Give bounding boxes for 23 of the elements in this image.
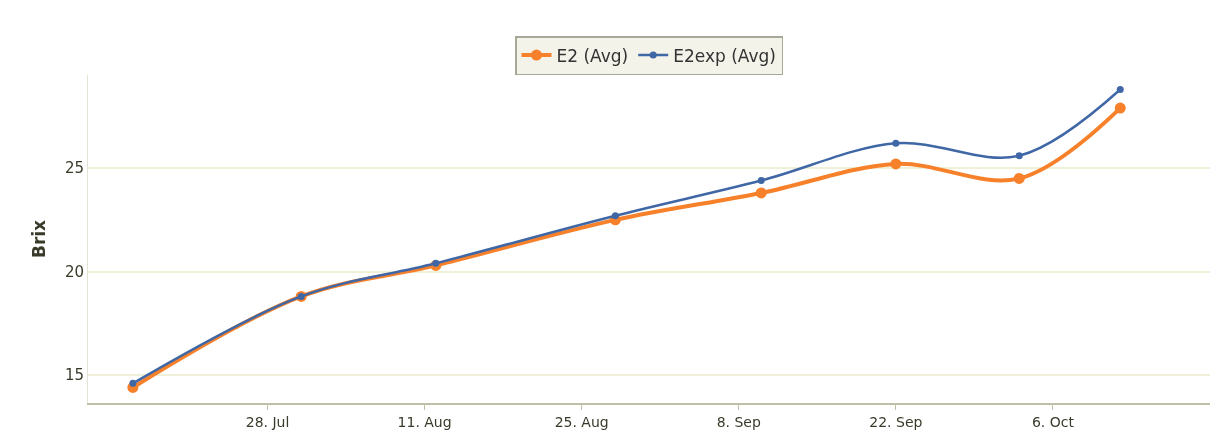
legend-label: E2 (Avg) [556,45,629,66]
x-tick-label: 25. Aug [554,413,609,430]
point [757,177,765,185]
point [1114,102,1126,114]
x-tick-label: 8. Sep [716,413,761,430]
point [755,187,767,199]
y-tick-label: 20 [64,262,84,281]
point [1013,172,1025,184]
y-tick-label: 25 [64,159,84,178]
point [1015,152,1023,160]
x-tick-label: 6. Oct [1031,413,1075,430]
point [890,158,902,170]
x-tick-label: 28. Jul [245,413,290,430]
point [1116,85,1124,93]
point [129,379,137,387]
point [432,259,440,267]
legend-label: E2exp (Avg) [673,45,776,66]
x-tick-label: 11. Aug [397,413,452,430]
point [611,212,619,220]
x-tick-label: 22. Sep [869,413,923,430]
y-axis-title: Brix [29,219,50,259]
point [892,139,900,147]
y-tick-label: 15 [64,366,84,385]
